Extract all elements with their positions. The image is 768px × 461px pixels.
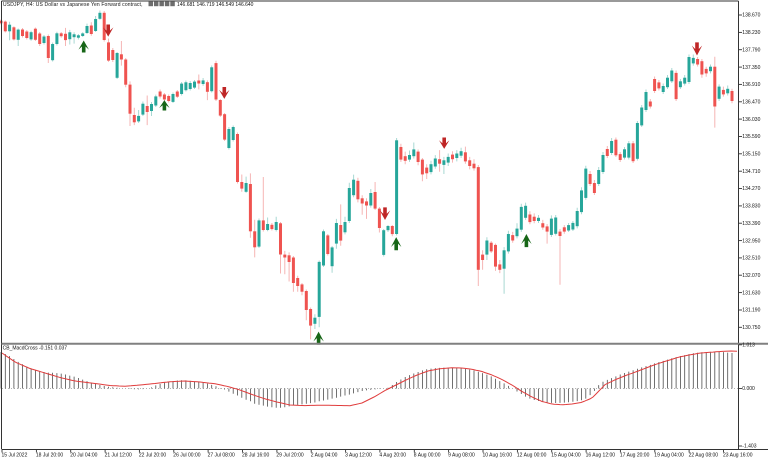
svg-text:138.670: 138.670	[742, 13, 760, 19]
svg-text:137.790: 137.790	[742, 47, 760, 53]
svg-text:USDJPY, H4: US Dollar vs Japa: USDJPY, H4: US Dollar vs Japanese Yen Fo…	[3, 2, 143, 8]
svg-text:21 Jul 12:00: 21 Jul 12:00	[105, 452, 132, 458]
svg-text:28 Jul 16:00: 28 Jul 16:00	[242, 452, 269, 458]
svg-text:0.000: 0.000	[742, 386, 755, 392]
svg-text:136.030: 136.030	[742, 117, 760, 123]
svg-text:15 Aug 04:00: 15 Aug 04:00	[551, 452, 581, 458]
svg-text:17 Aug 20:00: 17 Aug 20:00	[620, 452, 650, 458]
svg-text:4 Aug 20:00: 4 Aug 20:00	[379, 452, 406, 458]
svg-text:2 Aug 04:00: 2 Aug 04:00	[311, 452, 338, 458]
svg-text:10 Aug 16:00: 10 Aug 16:00	[483, 452, 513, 458]
svg-text:3 Aug 12:00: 3 Aug 12:00	[345, 452, 372, 458]
svg-text:22 Jul 20:00: 22 Jul 20:00	[139, 452, 166, 458]
svg-text:8 Aug 00:00: 8 Aug 00:00	[414, 452, 441, 458]
svg-text:136.470: 136.470	[742, 99, 760, 105]
svg-text:26 Jul 00:00: 26 Jul 00:00	[173, 452, 200, 458]
svg-text:27 Jul 08:00: 27 Jul 08:00	[208, 452, 235, 458]
svg-text:132.950: 132.950	[742, 238, 760, 244]
svg-text:146.681 146.719 146.549 146.64: 146.681 146.719 146.549 146.640	[177, 2, 254, 8]
svg-text:22 Aug 08:00: 22 Aug 08:00	[689, 452, 719, 458]
svg-text:133.830: 133.830	[742, 204, 760, 210]
svg-text:CB_MacdCross -0.151 0.037: CB_MacdCross -0.151 0.037	[3, 345, 68, 351]
svg-text:132.070: 132.070	[742, 273, 760, 279]
svg-text:137.350: 137.350	[742, 65, 760, 71]
svg-text:23 Aug 16:00: 23 Aug 16:00	[723, 452, 753, 458]
svg-text:135.590: 135.590	[742, 134, 760, 140]
svg-text:136.910: 136.910	[742, 82, 760, 88]
svg-text:18 Jul 20:00: 18 Jul 20:00	[36, 452, 63, 458]
svg-text:15 Jul 2022: 15 Jul 2022	[2, 452, 28, 458]
svg-text:19 Aug 04:00: 19 Aug 04:00	[654, 452, 684, 458]
svg-text:12 Aug 00:00: 12 Aug 00:00	[517, 452, 547, 458]
svg-text:-1.403: -1.403	[742, 444, 756, 450]
svg-text:134.710: 134.710	[742, 169, 760, 175]
svg-text:131.630: 131.630	[742, 290, 760, 296]
svg-text:133.390: 133.390	[742, 221, 760, 227]
svg-text:130.750: 130.750	[742, 325, 760, 331]
svg-text:134.270: 134.270	[742, 186, 760, 192]
svg-text:135.150: 135.150	[742, 152, 760, 158]
svg-text:1.013: 1.013	[742, 343, 755, 349]
svg-text:20 Jul 04:00: 20 Jul 04:00	[70, 452, 97, 458]
svg-text:132.510: 132.510	[742, 256, 760, 262]
svg-text:9 Aug 08:00: 9 Aug 08:00	[448, 452, 475, 458]
svg-text:29 Jul 20:00: 29 Jul 20:00	[276, 452, 303, 458]
svg-text:138.230: 138.230	[742, 30, 760, 36]
svg-text:16 Aug 12:00: 16 Aug 12:00	[586, 452, 616, 458]
svg-text:131.190: 131.190	[742, 308, 760, 314]
